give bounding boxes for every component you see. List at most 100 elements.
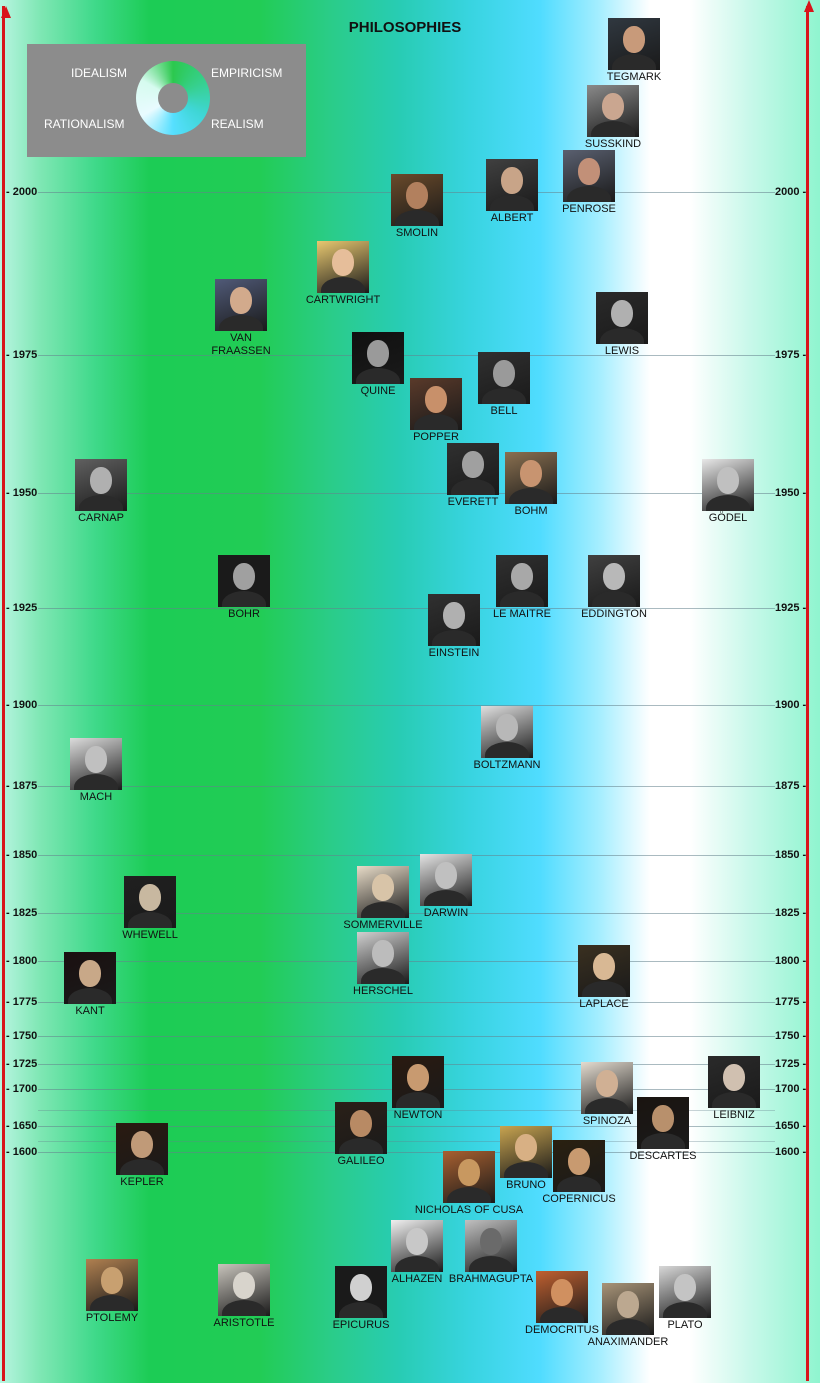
year-label: - 1825 [6, 907, 38, 919]
year-label: - 1700 [6, 1083, 38, 1095]
year-label: - 1925 [6, 602, 38, 614]
year-gridline [38, 1036, 775, 1037]
portrait-head [406, 1228, 428, 1255]
philosopher-name: NEWTON [393, 1109, 443, 1121]
portrait-head [458, 1159, 480, 1186]
year-label: - 1775 [6, 996, 38, 1008]
philosopher-name: SMOLIN [395, 227, 439, 239]
portrait-photo [218, 555, 270, 607]
philosopher-name: POPPER [413, 431, 459, 443]
portrait-photo [335, 1266, 387, 1318]
year-label: - 1600 [6, 1146, 38, 1158]
portrait-shoulders [90, 1295, 134, 1311]
portrait-shoulders [424, 890, 468, 906]
legend-label-idealism: IDEALISM [71, 66, 128, 80]
year-label: 1775 - [775, 996, 807, 1008]
year-gridline [38, 705, 775, 706]
portrait-head [493, 360, 515, 387]
portrait-head [551, 1279, 573, 1306]
year-gridline [38, 855, 775, 856]
portrait-head [568, 1148, 590, 1175]
year-label: - 1875 [6, 780, 38, 792]
portrait-head [435, 862, 457, 889]
portrait-head [511, 563, 533, 590]
portrait-photo [496, 555, 548, 607]
portrait-photo [563, 150, 615, 202]
portrait-photo [317, 241, 369, 293]
portrait-photo [588, 555, 640, 607]
philosopher-name: BOLTZMANN [473, 759, 541, 771]
legend-label-rationalism: RATIONALISM [44, 117, 125, 131]
year-label: 1700 - [775, 1083, 807, 1095]
portrait-shoulders [606, 1319, 650, 1335]
philosopher-name: EVERETT [447, 496, 499, 508]
philosopher-name: GÖDEL [708, 512, 748, 524]
portrait-photo [357, 866, 409, 918]
year-gridline [38, 1002, 775, 1003]
portrait-photo [481, 706, 533, 758]
year-label: - 1800 [6, 955, 38, 967]
philosopher-name: EPICURUS [332, 1319, 390, 1331]
portrait-photo [357, 932, 409, 984]
portrait-head [233, 563, 255, 590]
philosopher-name: SOMMERVILLE [343, 919, 423, 931]
portrait-shoulders [222, 1300, 266, 1316]
year-gridline [38, 355, 775, 356]
portrait-photo [486, 159, 538, 211]
portrait-shoulders [469, 1256, 513, 1272]
portrait-head [593, 953, 615, 980]
portrait-photo [587, 85, 639, 137]
philosopher-name: EINSTEIN [428, 647, 480, 659]
portrait-photo [578, 945, 630, 997]
portrait-photo [70, 738, 122, 790]
philosopher-name: TEGMARK [606, 71, 662, 83]
portrait-head [596, 1070, 618, 1097]
year-gridline [38, 1126, 775, 1127]
portrait-head [332, 249, 354, 276]
philosopher-name: ALBERT [490, 212, 534, 224]
year-gridline [38, 1152, 775, 1153]
year-label: - 1900 [6, 699, 38, 711]
year-label: - 1850 [6, 849, 38, 861]
philosopher-name: ALHAZEN [391, 1273, 443, 1285]
year-label: - 1725 [6, 1058, 38, 1070]
philosopher-name: EDDINGTON [581, 608, 647, 620]
philosopher-name: DARWIN [423, 907, 469, 919]
portrait-photo [505, 452, 557, 504]
up-arrow-icon [1, 6, 11, 18]
philosopher-name: MACH [79, 791, 113, 803]
portrait-shoulders [361, 902, 405, 918]
portrait-photo [702, 459, 754, 511]
portrait-photo [553, 1140, 605, 1192]
portrait-shoulders [557, 1176, 601, 1192]
legend: IDEALISM EMPIRICISM RATIONALISM REALISM [27, 44, 306, 157]
portrait-head [723, 1064, 745, 1091]
philosopher-name: PTOLEMY [85, 1312, 139, 1324]
portrait-photo [116, 1123, 168, 1175]
portrait-photo [637, 1097, 689, 1149]
portrait-head [480, 1228, 502, 1255]
portrait-shoulders [540, 1307, 584, 1323]
portrait-shoulders [339, 1138, 383, 1154]
portrait-head [372, 874, 394, 901]
portrait-photo [443, 1151, 495, 1203]
philosopher-name: QUINE [360, 385, 396, 397]
portrait-shoulders [592, 591, 636, 607]
portrait-shoulders [396, 1092, 440, 1108]
philosopher-name: BOHR [228, 608, 260, 620]
portrait-shoulders [612, 54, 656, 70]
portrait-shoulders [500, 591, 544, 607]
year-gridline [38, 1141, 775, 1142]
portrait-head [90, 467, 112, 494]
portrait-head [79, 960, 101, 987]
philosopher-name: GALILEO [337, 1155, 385, 1167]
portrait-shoulders [361, 968, 405, 984]
portrait-head [425, 386, 447, 413]
philosopher-name: ARISTOTLE [213, 1317, 275, 1329]
portrait-head [462, 451, 484, 478]
year-gridline [38, 493, 775, 494]
year-label: 1825 - [775, 907, 807, 919]
portrait-photo [602, 1283, 654, 1335]
portrait-head [623, 26, 645, 53]
year-label: 1650 - [775, 1120, 807, 1132]
